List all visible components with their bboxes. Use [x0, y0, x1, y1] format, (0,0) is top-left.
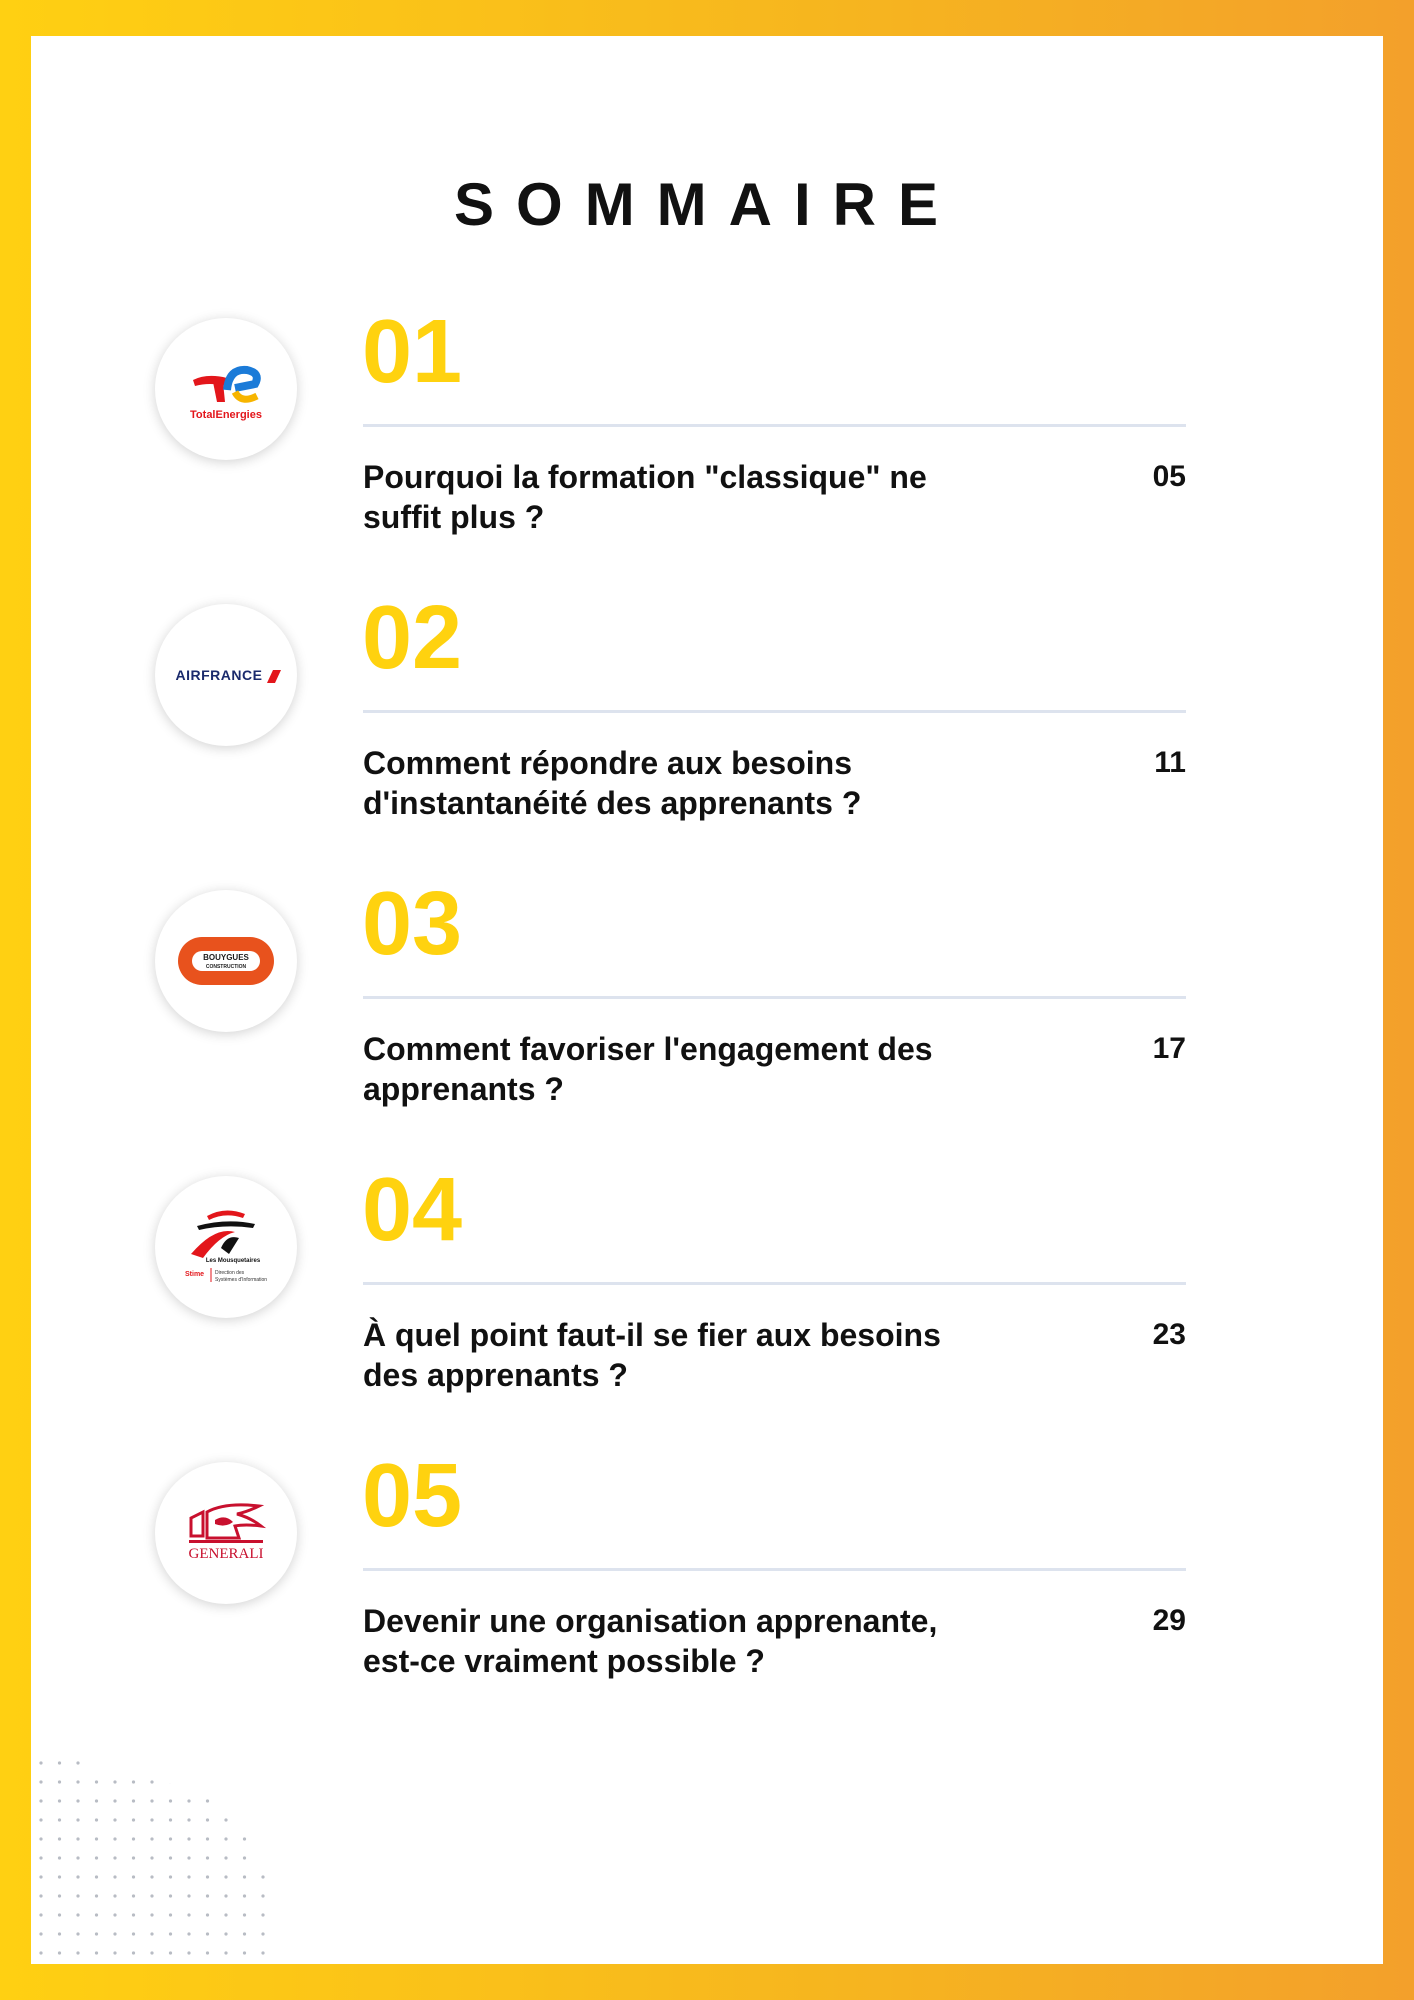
divider: [363, 424, 1186, 427]
logo: Les Mousquetaires Stime Direction des Sy…: [185, 1210, 267, 1283]
logo-circle: Les Mousquetaires Stime Direction des Sy…: [155, 1176, 297, 1318]
logo-text: Les Mousquetaires: [206, 1258, 261, 1264]
logo-text: BOUYGUES: [203, 953, 249, 962]
logo-circle: TotalEnergies: [155, 318, 297, 460]
page-number: 23: [1152, 1318, 1186, 1351]
section-number: 01: [362, 302, 463, 402]
logo: TotalEnergies: [190, 365, 262, 421]
divider: [363, 710, 1186, 713]
logo-circle: BOUYGUES CONSTRUCTION: [155, 890, 297, 1032]
logo-text: Direction des: [215, 1270, 245, 1276]
section-number: 02: [362, 588, 463, 688]
dot-pattern: [38, 1760, 278, 1960]
section-heading: Comment favoriser l'engagement des appre…: [363, 1031, 933, 1107]
page-number: 11: [1154, 746, 1186, 779]
logo: AIRFRANCE: [176, 667, 281, 683]
logo: BOUYGUES CONSTRUCTION: [178, 937, 274, 985]
logo-text: GENERALI: [189, 1546, 264, 1562]
logo-text: CONSTRUCTION: [206, 964, 247, 970]
logo-circle: GENERALI: [155, 1462, 297, 1604]
title: SOMMAIRE: [454, 171, 960, 238]
section-heading: Pourquoi la formation "classique" ne suf…: [363, 459, 927, 535]
section-number: 04: [362, 1160, 463, 1260]
logo-text: Systèmes d'Information: [215, 1277, 267, 1283]
section-number: 03: [362, 874, 463, 974]
page-number: 17: [1152, 1032, 1186, 1065]
divider: [363, 1568, 1186, 1571]
section-heading: Comment répondre aux besoins d'instantan…: [363, 745, 862, 821]
section-heading: Devenir une organisation apprenante, est…: [363, 1603, 938, 1679]
page-number: 05: [1152, 460, 1186, 493]
logo: GENERALI: [189, 1503, 267, 1562]
logo-circle: AIRFRANCE: [155, 604, 297, 746]
logo-text: TotalEnergies: [190, 409, 262, 421]
divider: [363, 996, 1186, 999]
section-heading: À quel point faut-il se fier aux besoins…: [363, 1317, 941, 1393]
page-number: 29: [1152, 1604, 1186, 1637]
logo-text: Stime: [185, 1271, 204, 1278]
section-number: 05: [362, 1446, 463, 1546]
divider: [363, 1282, 1186, 1285]
logo-text: AIRFRANCE: [176, 667, 263, 683]
